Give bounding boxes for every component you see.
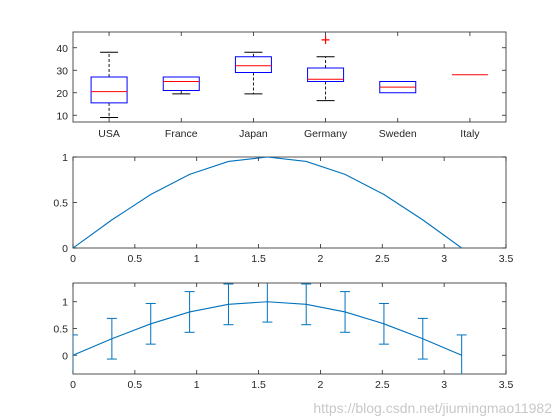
errorplot-ytick-label: 0.5 (53, 324, 68, 336)
lineplot-xtick-label: 0.5 (128, 253, 143, 265)
boxplot-ytick-label: 20 (56, 88, 68, 100)
errorplot-xtick-label: 0 (70, 379, 76, 391)
errorbar-point (456, 334, 467, 374)
boxplot-category-label: Italy (460, 128, 480, 140)
errorbar-point (301, 283, 312, 326)
errorplot-xtick-label: 2 (318, 379, 324, 391)
errorplot-xtick-label: 1.5 (251, 379, 266, 391)
outlier-marker (321, 35, 330, 44)
errorbar-point (378, 302, 389, 345)
errorplot-xtick-label: 1 (194, 379, 200, 391)
errorplot-plot-area (73, 283, 467, 374)
box-germany (307, 35, 345, 102)
boxplot-category-label: Germany (304, 128, 348, 140)
boxplot-axes-frame (72, 31, 507, 123)
errorbar-point (106, 317, 117, 360)
box-iqr (90, 76, 128, 104)
lineplot-series-line (73, 157, 462, 248)
box-france (162, 76, 200, 95)
lineplot-xtick-label: 2 (318, 253, 324, 265)
box-usa (90, 51, 128, 118)
errorplot-ytick-label: 0 (62, 350, 68, 362)
lineplot-xtick-label: 1 (194, 253, 200, 265)
boxplot-category-label: Sweden (379, 128, 417, 140)
errorbar-point (184, 291, 195, 333)
watermark-text: https://blog.csdn.net/jiumingmao11982 (313, 400, 552, 416)
errorbar-point (73, 334, 78, 374)
errorplot-xtick-label: 0.5 (128, 379, 143, 391)
boxplot-category-label: Japan (239, 128, 268, 140)
lineplot-ytick-label: 0.5 (53, 198, 68, 210)
errorbar-point (262, 283, 273, 323)
lineplot-xtick-label: 0 (70, 253, 76, 265)
errorplot-xtick-label: 3.5 (499, 379, 514, 391)
lineplot-xtick-label: 2.5 (375, 253, 390, 265)
boxplot-ytick-label: 10 (56, 110, 68, 122)
lineplot-ytick-label: 1 (62, 152, 68, 164)
lineplot-ytick-label: 0 (62, 243, 68, 255)
errorplot-xtick-label: 3 (441, 379, 447, 391)
box-japan (234, 51, 272, 95)
lineplot-xtick-label: 1.5 (251, 253, 266, 265)
line-plot-panel: 0 0.5 1 1.5 2 2.5 3 3.5 0 0.5 1 (53, 152, 513, 265)
errorplot-xtick-label: 2.5 (375, 379, 390, 391)
boxplot-category-label: France (165, 128, 198, 140)
boxplot-panel: 10 20 30 40 USA France Japan Germany Sweden Italy (56, 31, 507, 140)
boxplot-ytick-label: 30 (56, 65, 68, 77)
lineplot-plot-area (73, 157, 462, 248)
box-iqr (307, 67, 345, 82)
lineplot-xtick-label: 3 (441, 253, 447, 265)
box-iqr (162, 76, 200, 91)
boxplot-category-label: USA (98, 128, 120, 140)
errorbar-point (417, 317, 428, 360)
errorbar-point (340, 291, 351, 333)
errorplot-ytick-label: 1 (62, 297, 68, 309)
box-sweden (379, 81, 417, 94)
lineplot-xtick-label: 3.5 (499, 253, 514, 265)
boxplot-ytick-label: 40 (56, 43, 68, 55)
errorbar-plot-panel: 0 0.5 1 1.5 2 2.5 3 3.5 0 0.5 1 (53, 282, 514, 391)
box-iqr (234, 56, 272, 73)
errorbar-point (145, 302, 156, 345)
errorbar-point (223, 283, 234, 326)
